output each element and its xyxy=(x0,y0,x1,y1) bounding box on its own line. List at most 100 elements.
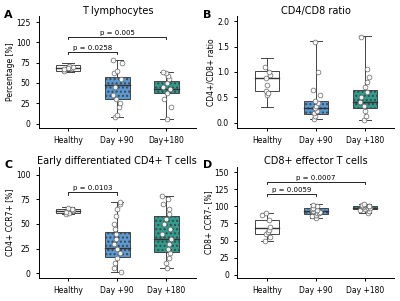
Point xyxy=(311,111,318,116)
Point xyxy=(111,222,117,226)
Text: D: D xyxy=(203,160,212,170)
Point xyxy=(113,214,120,219)
Point xyxy=(113,97,119,102)
Point xyxy=(167,87,174,92)
Point xyxy=(165,207,172,212)
Point xyxy=(366,75,373,79)
Point xyxy=(309,207,316,212)
Point xyxy=(362,85,368,90)
Title: T lymphocytes: T lymphocytes xyxy=(82,5,153,16)
Point xyxy=(314,204,320,209)
Text: p = 0.0007: p = 0.0007 xyxy=(296,175,336,181)
Point xyxy=(364,80,370,85)
Point xyxy=(63,212,70,216)
Title: CD4/CD8 ratio: CD4/CD8 ratio xyxy=(281,5,351,16)
Point xyxy=(166,256,172,261)
Point xyxy=(357,207,364,212)
Point xyxy=(362,207,368,212)
Bar xyxy=(154,81,179,94)
Point xyxy=(110,58,116,63)
Point xyxy=(366,203,372,208)
Point xyxy=(112,236,119,241)
Point xyxy=(364,67,370,72)
Text: p = 0.0103: p = 0.0103 xyxy=(73,185,112,191)
Point xyxy=(164,117,170,122)
Point xyxy=(159,194,165,199)
Bar xyxy=(353,90,377,108)
Point xyxy=(167,251,173,256)
Point xyxy=(70,64,76,69)
Point xyxy=(163,71,169,76)
Point xyxy=(65,206,71,211)
Bar xyxy=(304,209,328,214)
Point xyxy=(365,206,371,211)
Point xyxy=(262,76,269,80)
Point xyxy=(264,92,270,97)
Point xyxy=(262,238,269,243)
Point xyxy=(165,246,171,251)
Point xyxy=(68,207,75,212)
Point xyxy=(312,104,319,108)
Point xyxy=(358,95,364,100)
Point xyxy=(262,89,269,94)
Point xyxy=(160,70,167,75)
Point xyxy=(364,90,370,95)
Point xyxy=(312,216,319,220)
Point xyxy=(117,101,124,106)
Point xyxy=(112,115,118,119)
Point xyxy=(312,106,318,111)
Point xyxy=(114,68,120,73)
Point xyxy=(67,65,74,70)
Point xyxy=(266,228,272,233)
Y-axis label: CD4+/CD8+ ratio: CD4+/CD8+ ratio xyxy=(206,38,216,106)
Text: C: C xyxy=(4,160,12,170)
Point xyxy=(165,74,171,79)
Point xyxy=(61,66,67,71)
Point xyxy=(312,98,318,103)
Point xyxy=(65,66,72,70)
Point xyxy=(262,64,268,69)
Point xyxy=(166,241,172,246)
Point xyxy=(164,91,170,96)
Point xyxy=(111,71,118,76)
Bar xyxy=(56,65,80,71)
Point xyxy=(161,222,167,226)
Point xyxy=(264,91,271,96)
Point xyxy=(310,203,316,207)
Point xyxy=(117,202,123,207)
Y-axis label: Percentage [%]: Percentage [%] xyxy=(6,43,14,101)
Point xyxy=(160,202,166,207)
Point xyxy=(362,109,368,114)
Point xyxy=(310,87,316,92)
Point xyxy=(61,68,67,73)
Point xyxy=(114,207,120,212)
Bar xyxy=(105,77,130,99)
Point xyxy=(110,266,117,271)
Point xyxy=(114,246,120,251)
Point xyxy=(360,205,366,209)
Point xyxy=(310,116,317,121)
Point xyxy=(69,208,76,213)
Point xyxy=(110,93,116,98)
Point xyxy=(116,105,122,110)
Bar xyxy=(154,216,179,252)
Point xyxy=(317,92,323,97)
Point xyxy=(259,212,265,217)
Point xyxy=(265,229,271,234)
Point xyxy=(117,200,124,205)
Point xyxy=(163,217,169,222)
Point xyxy=(366,205,373,210)
Point xyxy=(112,226,118,231)
Point xyxy=(266,218,272,222)
Text: B: B xyxy=(203,10,211,20)
Point xyxy=(160,97,167,102)
Point xyxy=(114,256,120,261)
Point xyxy=(361,202,368,207)
Point xyxy=(313,212,320,217)
Point xyxy=(364,211,371,216)
Point xyxy=(62,210,69,215)
Point xyxy=(314,109,321,113)
Point xyxy=(66,211,72,216)
Point xyxy=(315,70,322,74)
Point xyxy=(166,212,172,216)
